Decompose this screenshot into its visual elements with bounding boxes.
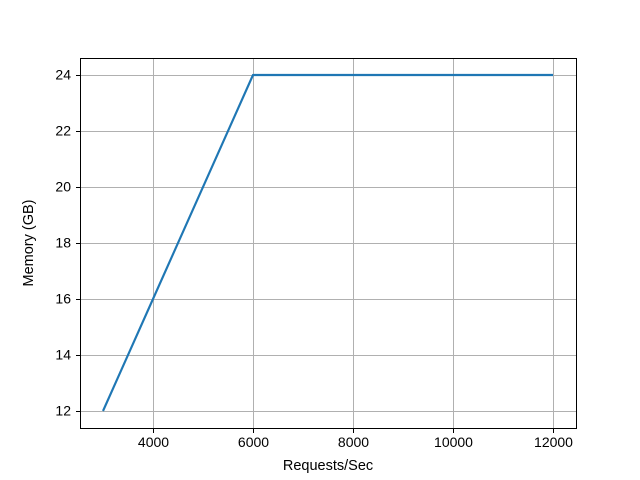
svg-text:Memory (GB): Memory (GB) xyxy=(21,200,37,287)
svg-text:4000: 4000 xyxy=(138,434,169,450)
svg-text:6000: 6000 xyxy=(238,434,269,450)
svg-text:12000: 12000 xyxy=(534,434,573,450)
svg-text:12: 12 xyxy=(55,403,71,419)
svg-text:22: 22 xyxy=(55,123,71,139)
svg-text:8000: 8000 xyxy=(338,434,369,450)
svg-text:14: 14 xyxy=(55,347,71,363)
svg-text:24: 24 xyxy=(55,67,71,83)
svg-text:Requests/Sec: Requests/Sec xyxy=(283,458,373,474)
svg-text:18: 18 xyxy=(55,235,71,251)
svg-text:20: 20 xyxy=(55,179,71,195)
svg-text:10000: 10000 xyxy=(434,434,473,450)
svg-text:16: 16 xyxy=(55,291,71,307)
